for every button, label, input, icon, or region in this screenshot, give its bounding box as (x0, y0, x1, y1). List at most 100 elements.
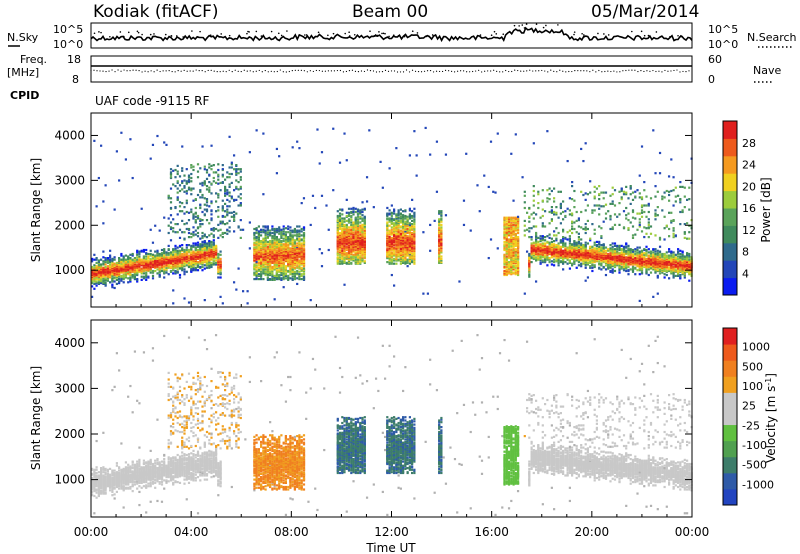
heatmap-cell (359, 221, 362, 224)
heatmap-cell (140, 272, 143, 275)
heatmap-cell (192, 263, 195, 266)
scatter-cell (201, 145, 204, 148)
heatmap-cell (278, 238, 281, 241)
heatmap-cell (507, 270, 511, 273)
noise-search-point (680, 34, 682, 37)
heatmap-cell (284, 265, 287, 268)
heatmap-cell (361, 210, 364, 214)
heatmap-cell (507, 268, 511, 271)
heatmap-cell (167, 256, 170, 259)
scatter-cell (102, 250, 105, 253)
heatmap-cell (341, 249, 344, 252)
heatmap-cell (503, 265, 506, 269)
heatmap-cell (532, 204, 535, 207)
heatmap-cell (124, 258, 127, 261)
heatmap-cell (208, 234, 211, 237)
heatmap-cell (284, 242, 287, 245)
heatmap-cell (95, 276, 98, 279)
nave-tick-top: 60 (708, 53, 722, 66)
heatmap-cell (208, 246, 211, 249)
noise-search-point (557, 24, 559, 26)
heatmap-cell (226, 176, 229, 179)
heatmap-cell (289, 250, 292, 253)
noise-search-point (270, 30, 273, 33)
heatmap-cell (289, 229, 292, 232)
heatmap-cell (530, 227, 533, 230)
scatter-cell (525, 250, 529, 253)
heatmap-cell (354, 258, 357, 261)
scatter-cell (217, 276, 220, 279)
heatmap-cell (260, 240, 263, 243)
heatmap-cell (257, 268, 260, 271)
heatmap-cell (224, 202, 227, 205)
heatmap-cell (203, 168, 206, 171)
heatmap-cell (181, 231, 184, 234)
heatmap-cell (203, 181, 206, 184)
heatmap-cell (219, 189, 222, 192)
nave-point (210, 69, 212, 71)
noise-search-point (255, 30, 258, 33)
heatmap-cell (262, 239, 265, 242)
heatmap-cell (503, 227, 506, 231)
heatmap-cell (438, 247, 441, 250)
scatter-cell (393, 210, 396, 213)
nave-point (441, 70, 444, 73)
heatmap-cell (271, 227, 274, 231)
heatmap-cell (192, 244, 195, 247)
heatmap-cell (178, 210, 182, 213)
heatmap-cell (149, 249, 152, 252)
heatmap-cell (562, 200, 565, 203)
heatmap-cell (302, 272, 306, 275)
heatmap-cell (154, 259, 157, 262)
heatmap-cell (393, 228, 396, 231)
heatmap-cell (354, 221, 357, 224)
heatmap-cell (388, 217, 391, 220)
heatmap-cell (181, 188, 184, 191)
heatmap-cell (253, 227, 256, 231)
heatmap-cell (269, 229, 272, 232)
heatmap-cell (356, 253, 360, 256)
heatmap-cell (221, 205, 224, 208)
heatmap-cell (278, 249, 281, 252)
heatmap-cell (260, 245, 263, 248)
heatmap-cell (210, 248, 213, 252)
heatmap-cell (181, 252, 184, 256)
heatmap-cell (507, 230, 511, 233)
heatmap-cell (356, 208, 360, 211)
nave-point (201, 70, 203, 72)
scatter-cell (172, 302, 175, 305)
scatter-cell (435, 190, 439, 193)
heatmap-cell (402, 250, 405, 253)
heatmap-cell (226, 171, 229, 174)
heatmap-cell (282, 225, 285, 228)
heatmap-cell (174, 168, 177, 172)
heatmap-cell (172, 227, 175, 230)
heatmap-cell (546, 189, 549, 192)
noise-search-point (647, 34, 650, 37)
heatmap-cell (555, 227, 558, 230)
nave-point (526, 70, 528, 72)
heatmap-cell (352, 210, 355, 214)
nave-point (294, 69, 296, 71)
heatmap-cell (187, 178, 191, 181)
heatmap-cell (154, 250, 157, 253)
heatmap-cell (532, 246, 535, 249)
noise-search-point (583, 35, 586, 38)
heatmap-cell (503, 220, 506, 223)
heatmap-cell (386, 253, 389, 256)
scatter-cell (309, 299, 312, 302)
heatmap-cell (282, 278, 285, 281)
heatmap-cell (217, 215, 220, 218)
nave-point (643, 70, 645, 73)
heatmap-cell (550, 237, 553, 240)
heatmap-cell (537, 240, 540, 243)
scatter-cell (219, 295, 222, 298)
heatmap-cell (199, 223, 202, 226)
heatmap-cell (185, 270, 188, 273)
heatmap-cell (553, 213, 556, 216)
heatmap-cell (228, 194, 231, 197)
heatmap-cell (97, 259, 100, 262)
heatmap-cell (507, 257, 511, 260)
cpid-text: UAF code -9115 RF (95, 94, 209, 108)
